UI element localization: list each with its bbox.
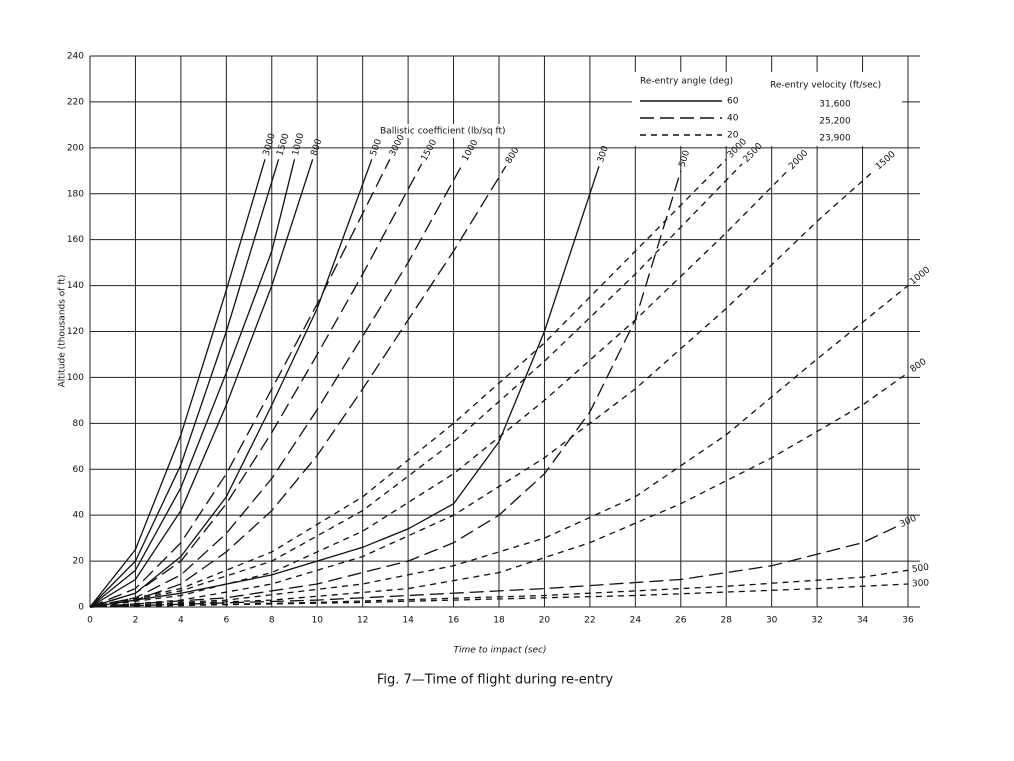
- series-label: 1500: [874, 149, 898, 172]
- series-line: [89, 285, 909, 608]
- legend-velocity: 25,200: [819, 117, 851, 127]
- series-label: 1500: [275, 132, 291, 157]
- legend-angle: 60: [727, 97, 739, 107]
- series-label: 1000: [908, 265, 932, 287]
- x-tick-label: 36: [902, 616, 914, 626]
- annotation-bg: [376, 124, 536, 138]
- series-line: [89, 163, 743, 608]
- series-line: [89, 372, 909, 608]
- series-label: 1000: [291, 132, 306, 157]
- x-tick-label: 12: [357, 616, 368, 626]
- x-tick-label: 32: [811, 616, 822, 626]
- x-tick-label: 20: [539, 616, 551, 626]
- series-line: [89, 163, 464, 608]
- y-tick-label: 200: [67, 143, 84, 153]
- series-label: 1500: [420, 138, 440, 163]
- series-label: 1000: [461, 138, 481, 163]
- legend-box: [632, 72, 902, 146]
- y-tick-label: 120: [67, 327, 84, 337]
- y-axis-label: Altitude (thousands of ft): [58, 275, 68, 388]
- x-tick-label: 8: [269, 616, 275, 626]
- series-line: [89, 159, 296, 608]
- annotation: Ballistic coefficient (lb/sq ft): [380, 127, 506, 137]
- y-tick-label: 240: [67, 52, 84, 62]
- series-line: [89, 159, 314, 608]
- series-line: [89, 159, 280, 608]
- series-label: 800: [310, 138, 325, 158]
- x-tick-label: 16: [448, 616, 460, 626]
- y-tick-label: 0: [78, 603, 84, 613]
- chart-title: Fig. 7—Time of flight during re-entry: [377, 673, 614, 688]
- series-line: [89, 165, 507, 608]
- y-tick-label: 220: [67, 97, 84, 107]
- x-tick-label: 28: [720, 616, 732, 626]
- y-tick-label: 180: [67, 189, 84, 199]
- y-tick-label: 140: [67, 281, 84, 291]
- series-line: [89, 170, 682, 608]
- series-line: [89, 163, 423, 608]
- x-tick-label: 4: [178, 616, 184, 626]
- x-tick-label: 6: [223, 616, 229, 626]
- x-tick-label: 10: [311, 616, 323, 626]
- series-label: 500: [678, 149, 693, 169]
- legend-velocity: 23,900: [819, 134, 851, 144]
- x-tick-label: 14: [402, 616, 414, 626]
- series-line: [89, 170, 789, 608]
- series-label: 800: [504, 146, 522, 166]
- series-label: 300: [912, 578, 930, 589]
- legend-angle: 40: [727, 114, 739, 124]
- y-tick-label: 40: [73, 511, 85, 521]
- series-line: [89, 159, 391, 608]
- x-tick-label: 24: [630, 616, 642, 626]
- y-tick-label: 80: [73, 419, 85, 429]
- legend-title: Re-entry angle (deg): [640, 77, 733, 87]
- series-line: [89, 159, 266, 608]
- y-tick-label: 20: [73, 557, 85, 567]
- x-tick-label: 0: [87, 616, 93, 626]
- series-label: 800: [909, 357, 929, 375]
- legend-velocity: 31,600: [819, 100, 851, 110]
- series-label: 500: [911, 563, 930, 575]
- legend-angle: 20: [727, 131, 739, 141]
- x-tick-label: 30: [766, 616, 778, 626]
- x-tick-label: 2: [133, 616, 139, 626]
- x-axis-label: Time to impact (sec): [453, 646, 546, 656]
- x-tick-label: 26: [675, 616, 687, 626]
- y-tick-label: 60: [73, 465, 85, 475]
- series-label: 2000: [787, 148, 810, 172]
- series-line: [89, 158, 727, 608]
- series-line: [89, 583, 909, 608]
- series-line: [89, 526, 897, 608]
- x-tick-label: 18: [493, 616, 505, 626]
- legend-title: Re-entry velocity (ft/sec): [770, 81, 881, 91]
- x-tick-label: 34: [857, 616, 869, 626]
- series-line: [89, 159, 373, 608]
- y-tick-label: 100: [67, 373, 84, 383]
- x-tick-label: 22: [584, 616, 595, 626]
- y-tick-label: 160: [67, 235, 84, 245]
- series-line: [89, 170, 875, 608]
- series-line: [89, 165, 600, 608]
